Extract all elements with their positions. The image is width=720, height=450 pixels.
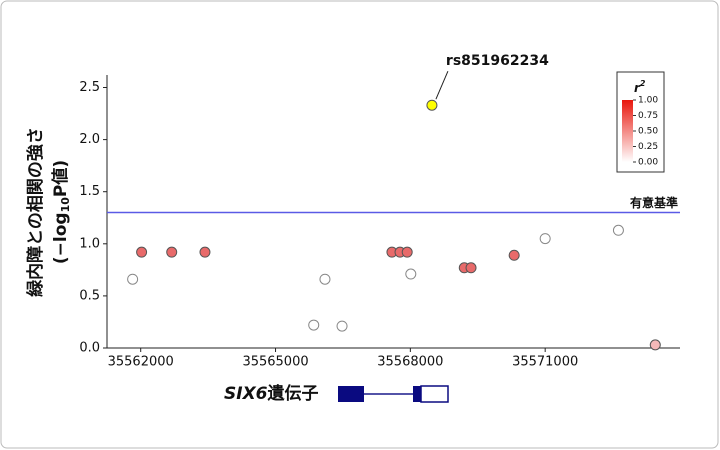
y-label-part: P値) <box>50 160 71 197</box>
y-tick-label: 0.5 <box>79 288 100 303</box>
threshold-label: 有意基準 <box>630 195 678 210</box>
point <box>405 268 417 280</box>
point <box>136 246 148 258</box>
y-axis-label: 緑内障との相関の強さ <box>25 127 46 297</box>
colorbar-tick-label: 1.00 <box>638 96 658 106</box>
point <box>336 320 348 332</box>
x-tick-label: 35571000 <box>512 355 578 370</box>
y-axis-label-unit: (−log10P値) <box>50 160 72 264</box>
gene-suffix: 遺伝子 <box>268 383 319 404</box>
gene-name: SIX6 <box>224 384 268 404</box>
point <box>426 99 438 111</box>
colorbar-title: r2 <box>634 79 646 95</box>
exon-utr <box>420 385 449 403</box>
y-tick-label: 2.5 <box>79 80 100 95</box>
point <box>508 249 520 261</box>
y-tick-label: 0.0 <box>79 341 100 356</box>
x-tick-label: 35568000 <box>377 355 443 370</box>
colorbar <box>622 100 633 162</box>
gene-label: SIX6遺伝子 <box>224 383 319 404</box>
point <box>319 273 331 285</box>
point <box>199 246 211 258</box>
y-label-sub: 10 <box>59 197 72 213</box>
exon <box>338 386 364 402</box>
x-tick-label: 35562000 <box>108 355 174 370</box>
point <box>308 319 320 331</box>
annotation-label: rs851962234 <box>446 53 549 69</box>
gene-track: SIX6遺伝子 <box>224 383 449 404</box>
y-label-part: (−log <box>51 212 71 264</box>
y-tick-label: 2.0 <box>79 132 100 147</box>
point <box>465 262 477 274</box>
point <box>612 224 624 236</box>
colorbar-tick-label: 0.50 <box>638 127 658 137</box>
colorbar-tick-label: 0.25 <box>638 142 658 152</box>
colorbar-title-main: r <box>634 81 641 95</box>
point <box>127 273 139 285</box>
colorbar-tick-label: 0.00 <box>638 158 658 168</box>
x-tick-label: 35565000 <box>242 355 308 370</box>
exon <box>413 386 421 402</box>
point <box>649 339 661 351</box>
point <box>166 246 178 258</box>
point <box>401 246 413 258</box>
annotation-leader <box>435 71 449 100</box>
colorbar-tick-label: 0.75 <box>638 111 658 121</box>
point <box>539 233 551 245</box>
y-tick-label: 1.5 <box>79 184 100 199</box>
colorbar-title-sup: 2 <box>640 79 646 88</box>
y-tick-label: 1.0 <box>79 236 100 251</box>
